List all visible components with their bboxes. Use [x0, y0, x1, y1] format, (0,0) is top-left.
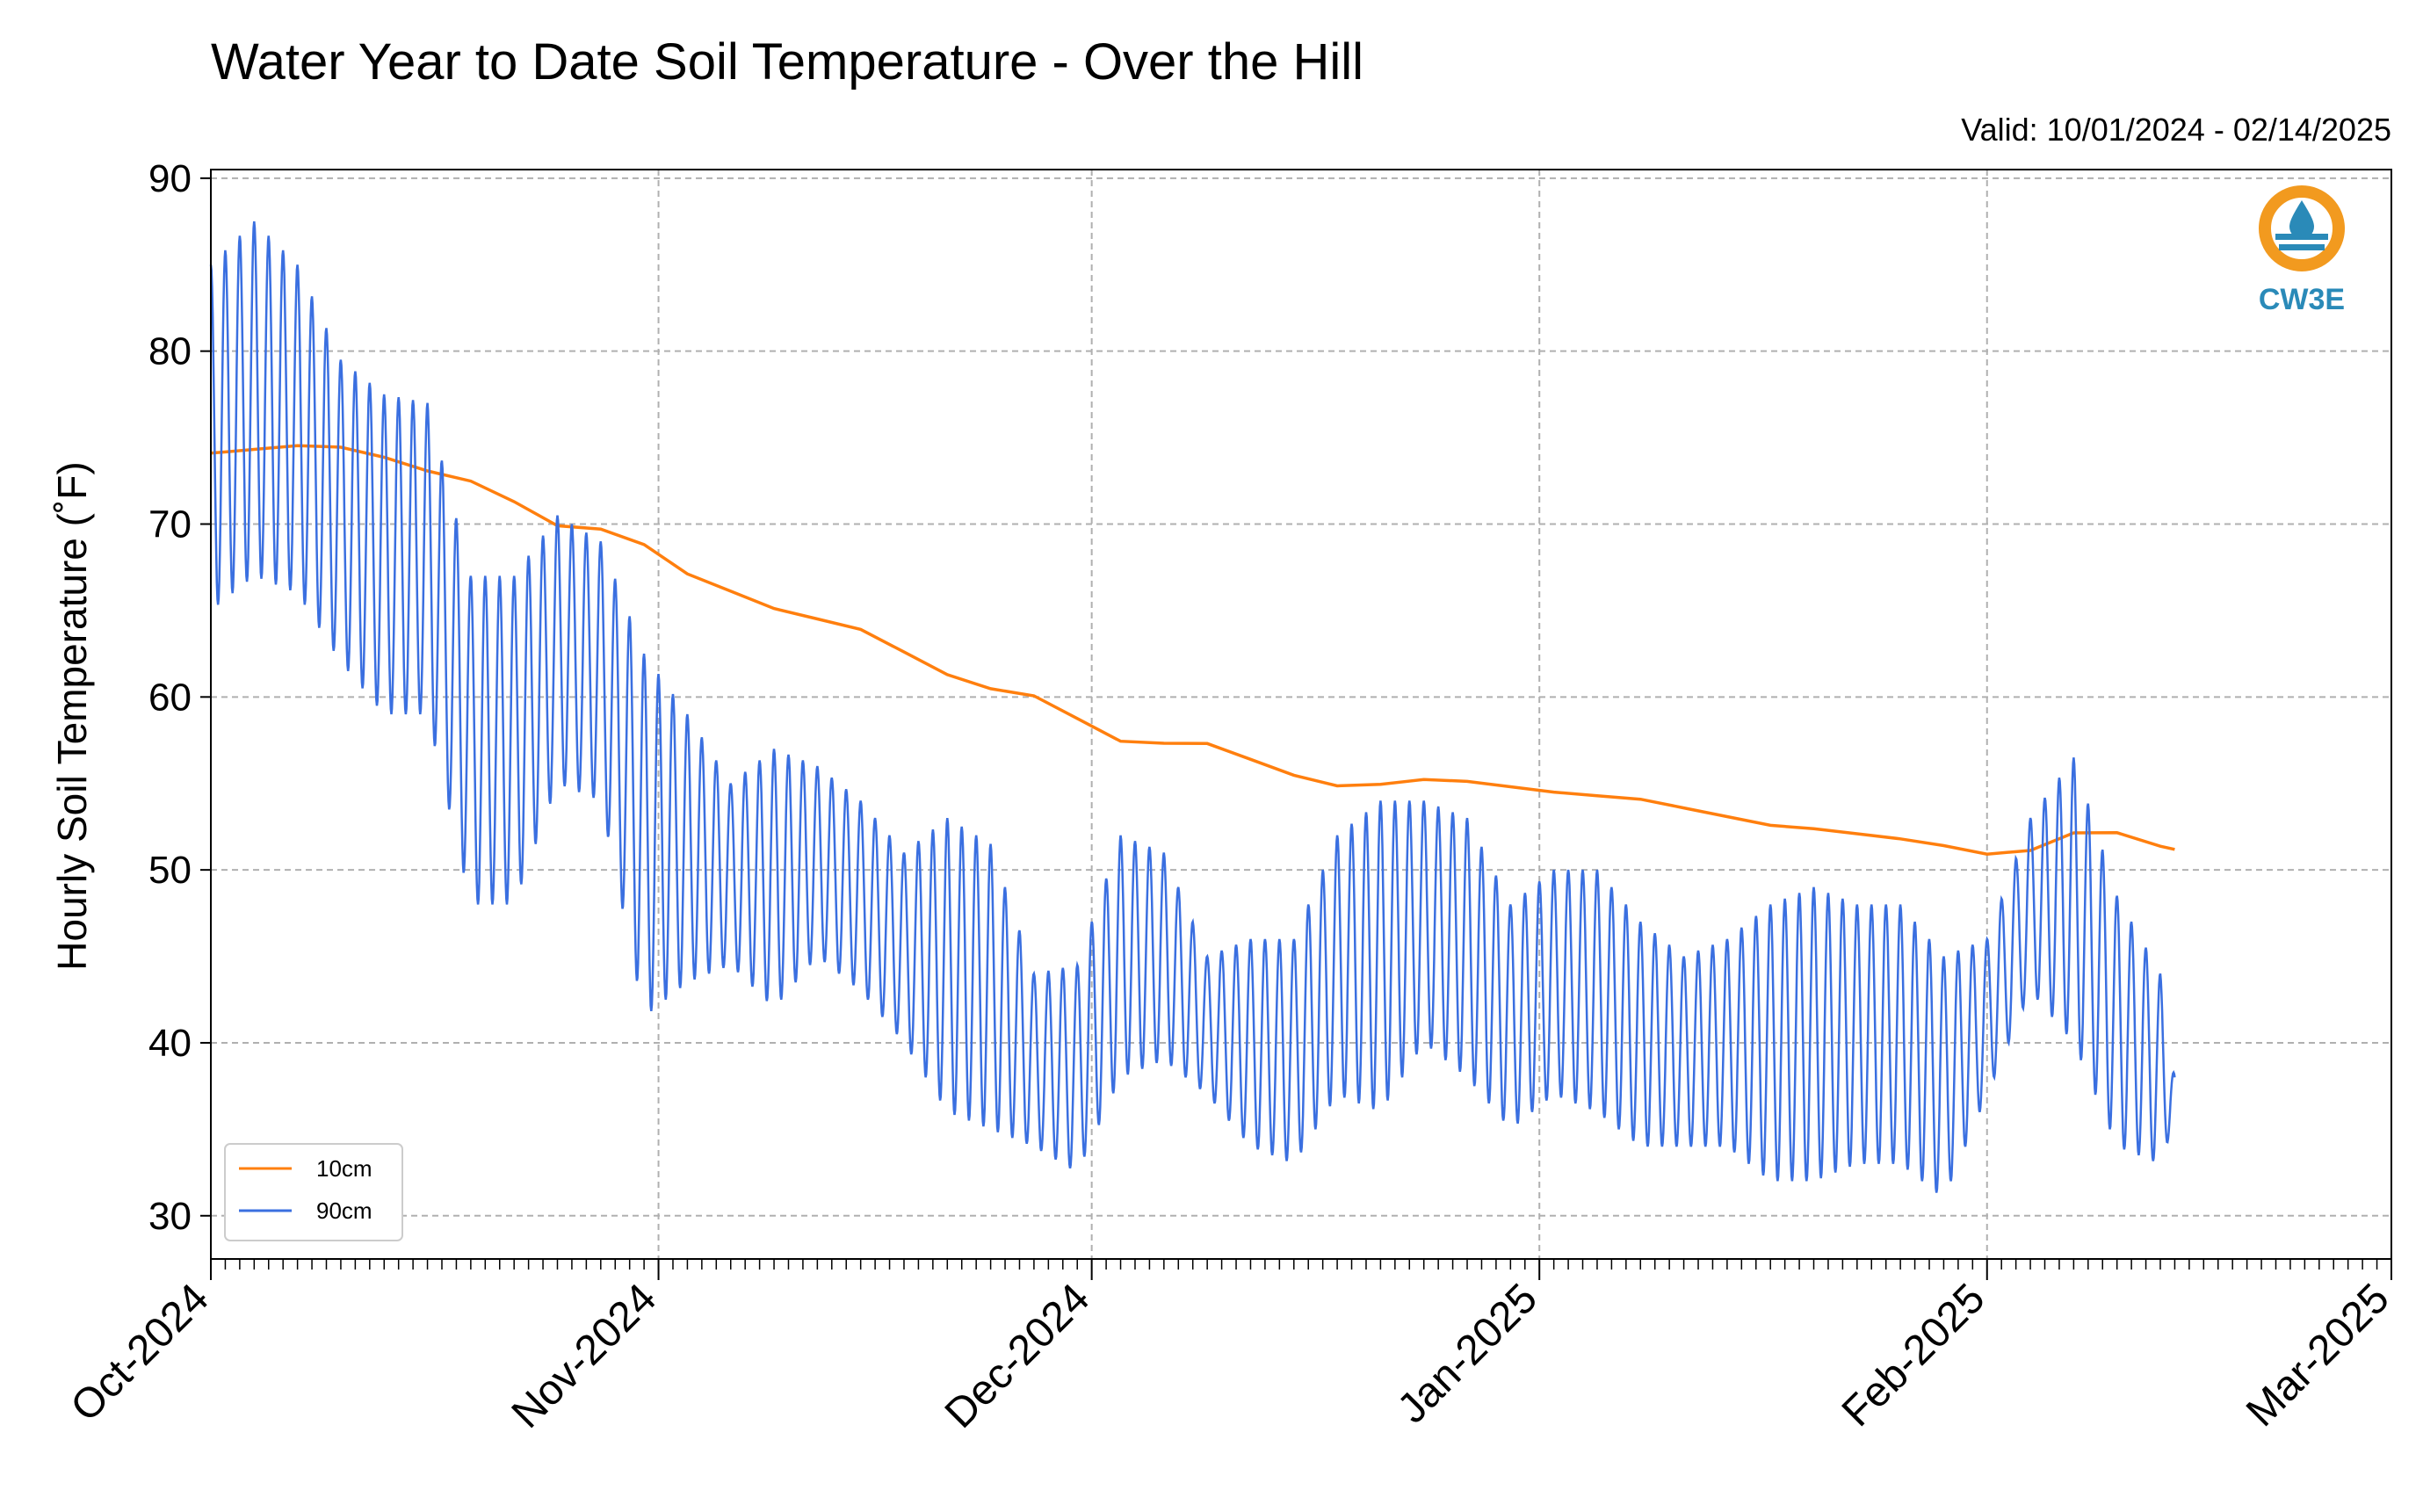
x-tick-label: Nov-2024 — [503, 1275, 666, 1437]
valid-range: Valid: 10/01/2024 - 02/14/2025 — [1961, 112, 2391, 148]
y-tick-label: 60 — [148, 676, 192, 719]
logo-text: CW3E — [2259, 283, 2345, 316]
plot-lines — [209, 221, 2176, 1193]
y-axis-label: Hourly Soil Temperature (˚F) — [49, 461, 95, 970]
legend: 10cm 90cm — [224, 1143, 403, 1241]
x-tick-label: Jan-2025 — [1389, 1275, 1546, 1432]
x-tick-label: Dec-2024 — [937, 1275, 1099, 1437]
x-tick-label: Oct-2024 — [62, 1275, 218, 1430]
x-axis: Oct-2024 Nov-2024 Dec-2024 Jan-2025 Feb-2025… — [62, 1259, 2398, 1437]
cw3e-logo: CW3E — [2259, 185, 2345, 316]
gridlines — [210, 170, 2392, 1259]
legend-box — [224, 1143, 403, 1241]
y-tick-label: 80 — [148, 330, 192, 373]
logo-wave-icon-2 — [2279, 244, 2325, 250]
y-tick-label: 30 — [148, 1195, 192, 1238]
legend-label-90cm: 90cm — [316, 1197, 372, 1224]
y-axis: 30 40 50 60 70 80 90 — [148, 157, 211, 1238]
y-tick-label: 70 — [148, 503, 192, 546]
x-tick-label: Feb-2025 — [1834, 1275, 1994, 1436]
y-tick-label: 40 — [148, 1022, 192, 1065]
x-tick-label: Mar-2025 — [2238, 1275, 2398, 1436]
series-90cm-line — [209, 221, 2176, 1193]
plot-frame — [210, 169, 2392, 1260]
legend-label-10cm: 10cm — [316, 1155, 372, 1182]
y-tick-label: 90 — [148, 157, 192, 200]
series-10cm-line — [210, 444, 2175, 856]
chart-title: Water Year to Date Soil Temperature - Ov… — [211, 33, 1363, 90]
water-drop-icon — [2289, 200, 2314, 239]
y-tick-label: 50 — [148, 849, 192, 892]
logo-ring-icon — [2259, 185, 2345, 271]
